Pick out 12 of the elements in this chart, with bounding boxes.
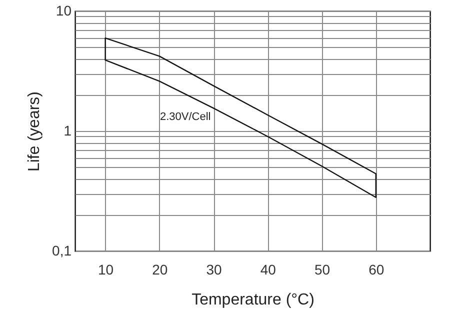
x-tick-label: 50: [314, 262, 330, 278]
annotation: 2.30V/Cell: [160, 111, 211, 123]
y-tick-label: 1: [64, 122, 72, 138]
x-tick-label: 10: [98, 262, 114, 278]
x-tick-label: 30: [206, 262, 222, 278]
x-tick-label: 20: [152, 262, 168, 278]
y-axis-title: Life (years): [26, 91, 44, 172]
x-tick-label: 60: [368, 262, 384, 278]
x-tick-label: 40: [260, 262, 276, 278]
y-tick-label: 10: [56, 2, 72, 18]
x-axis-title: Temperature (°C): [192, 292, 314, 308]
y-tick-label: 0,1: [52, 242, 72, 258]
